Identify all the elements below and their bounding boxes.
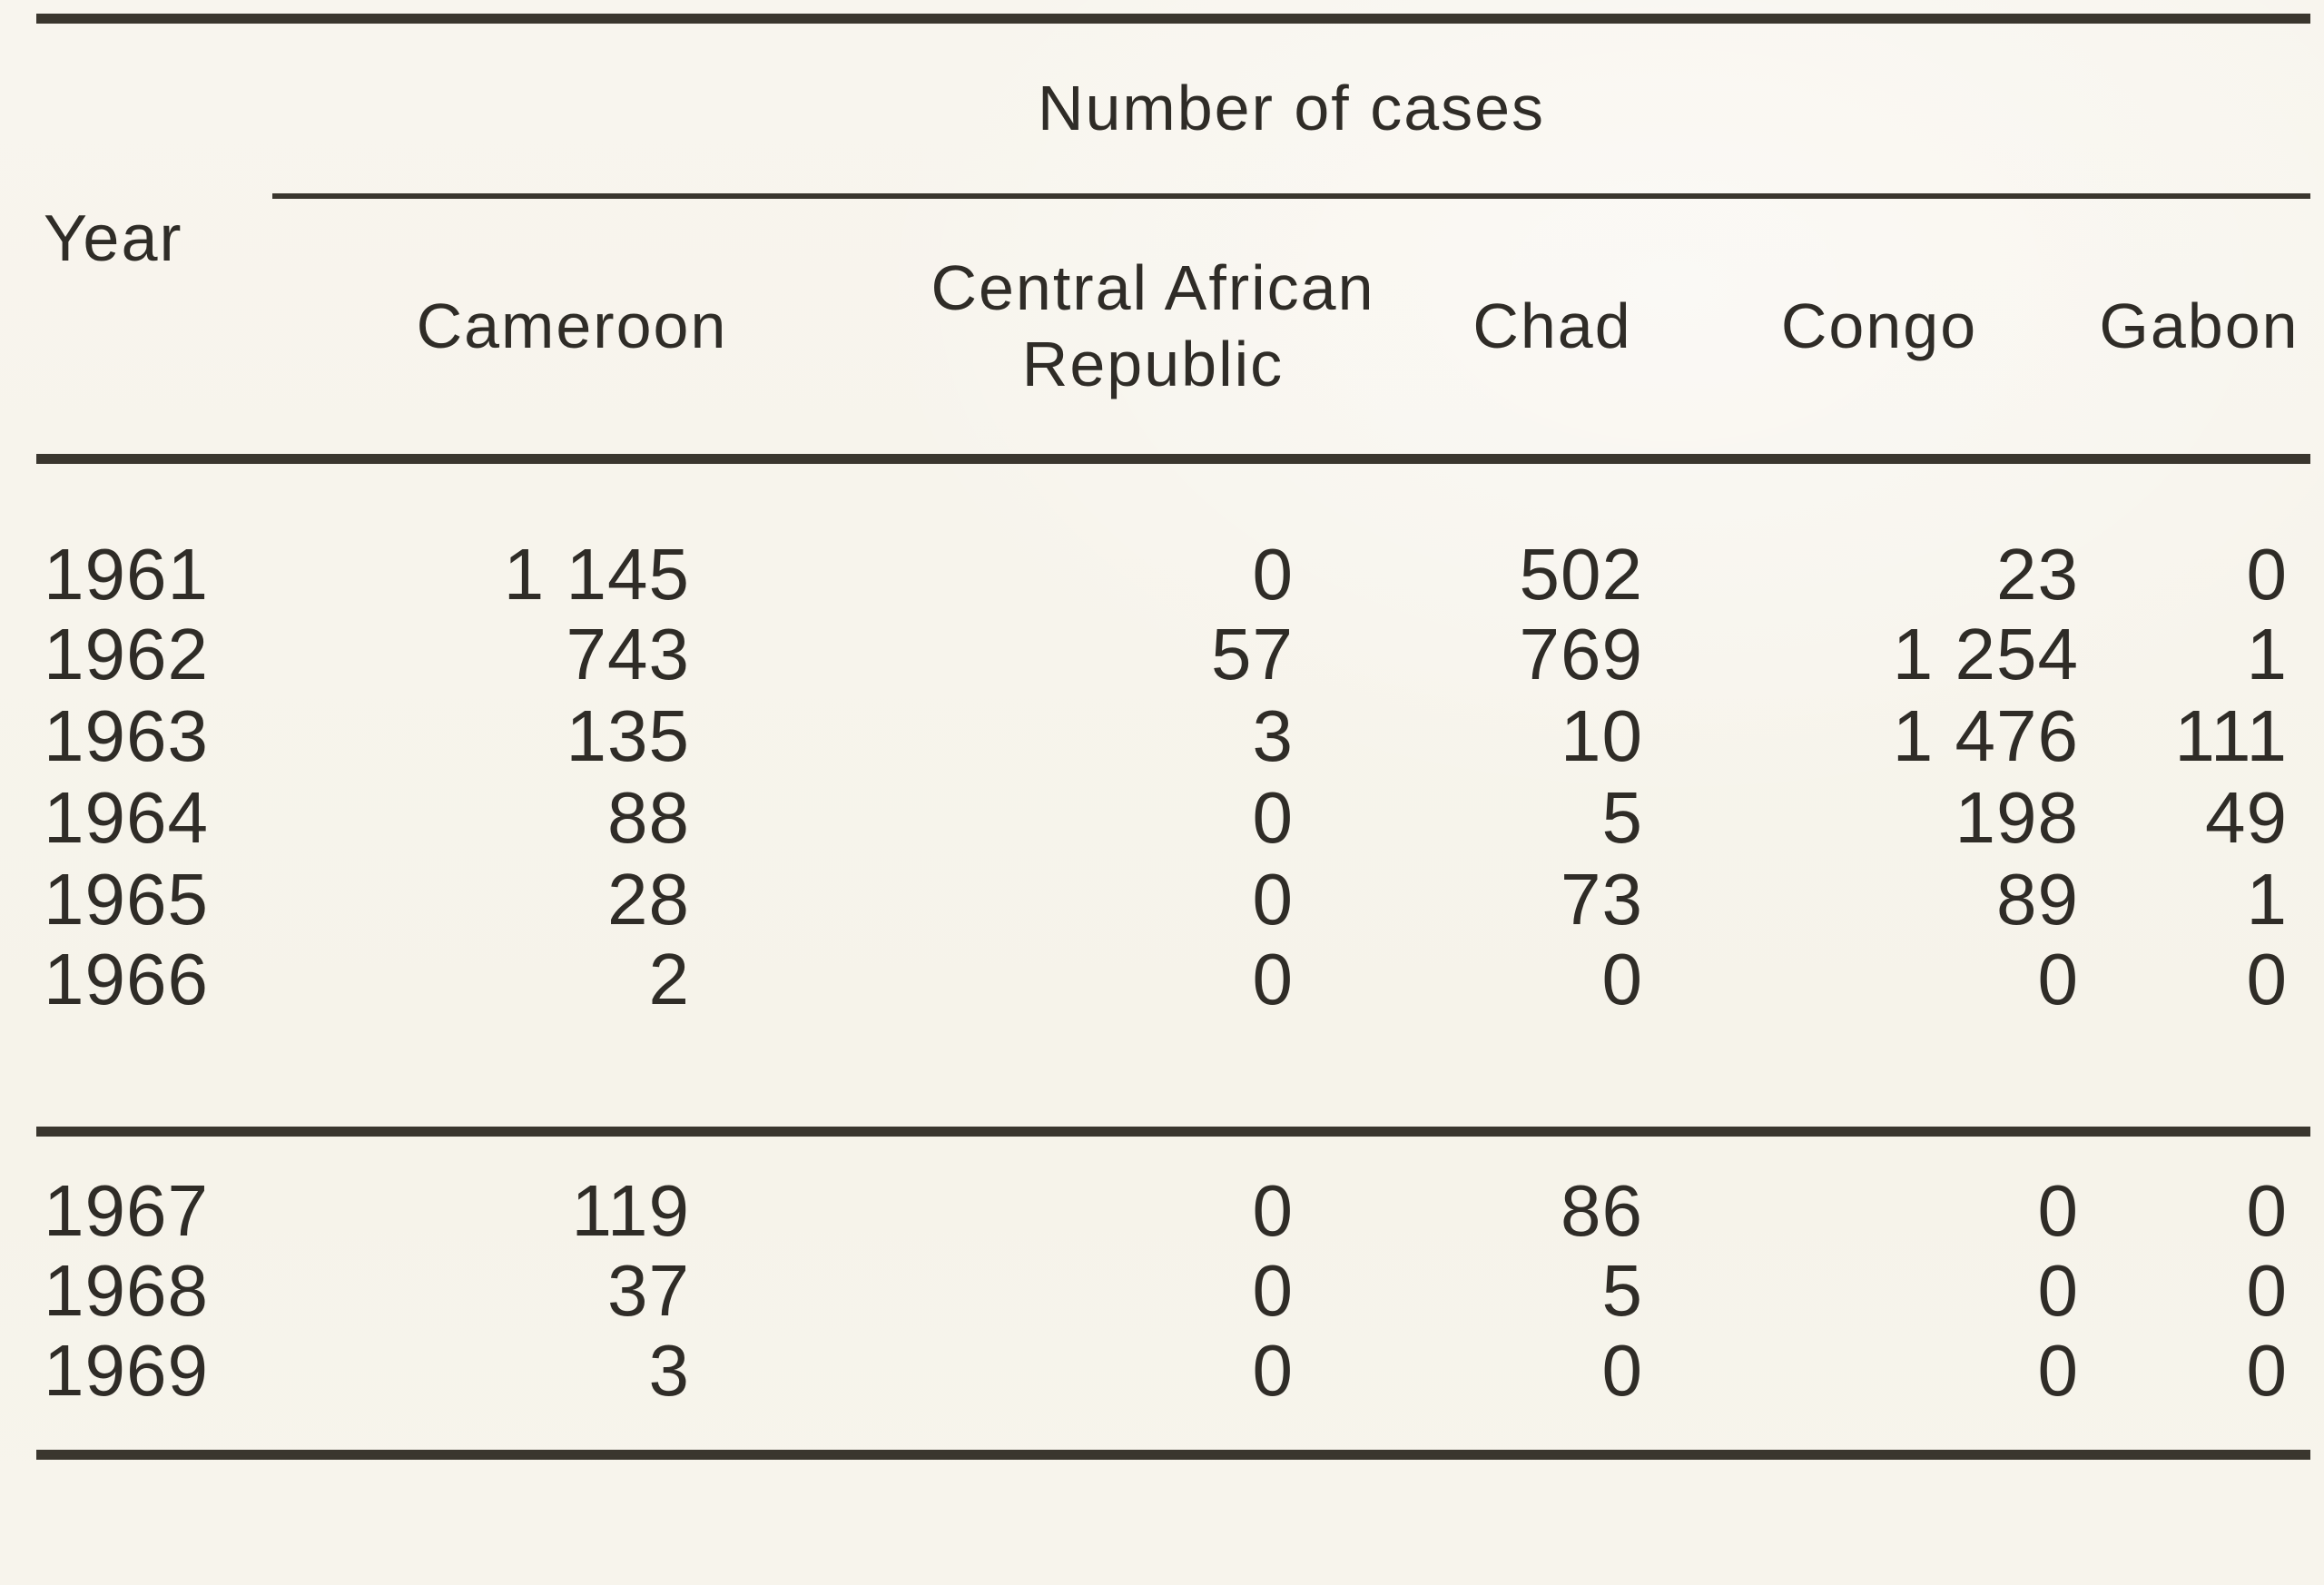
value-cell-cameroon: 3 <box>648 1330 690 1411</box>
value-cell-gabon: 111 <box>2174 695 2289 776</box>
value-cell-congo: 0 <box>2037 1330 2079 1411</box>
year-cell: 1966 <box>44 939 209 1019</box>
value-cell-central-african-republic: 0 <box>1252 777 1294 858</box>
table-body-1967-1969: 1967 119 0 86 0 0 1968 37 0 5 0 0 1969 3… <box>36 1131 2311 1455</box>
value-cell-central-african-republic: 0 <box>1252 939 1294 1019</box>
value-cell-cameroon: 119 <box>571 1170 690 1251</box>
col-header-congo: Congo <box>1780 290 1978 362</box>
table-header: Year Number of cases Cameroon Central Af… <box>36 18 2311 459</box>
value-cell-gabon: 0 <box>2246 939 2289 1019</box>
value-cell-gabon: 49 <box>2205 777 2289 858</box>
value-cell-chad: 0 <box>1601 1330 1643 1411</box>
table-row: 1964 88 0 5 198 49 <box>36 777 2310 859</box>
header-row-title: Year Number of cases <box>36 18 2311 275</box>
value-cell-chad: 10 <box>1561 695 1643 776</box>
value-cell-central-african-republic: 0 <box>1252 534 1294 615</box>
value-cell-gabon: 1 <box>2246 859 2289 940</box>
value-cell-congo: 89 <box>1996 859 2079 940</box>
value-cell-chad: 73 <box>1561 859 1643 940</box>
year-cell: 1967 <box>44 1170 209 1251</box>
year-cell: 1963 <box>44 695 209 776</box>
table-row: 1963 135 3 10 1 476 111 <box>36 695 2310 777</box>
table-row: 1967 119 0 86 0 0 <box>36 1132 2310 1251</box>
value-cell-cameroon: 1 145 <box>503 534 690 615</box>
value-cell-chad: 769 <box>1519 614 1643 694</box>
col-header-gabon: Gabon <box>2099 290 2299 362</box>
value-cell-central-african-republic: 0 <box>1252 1330 1294 1411</box>
col-header-central-african-republic: Central African Republic <box>931 252 1375 400</box>
value-cell-cameroon: 37 <box>607 1250 690 1331</box>
cases-table: Year Number of cases Cameroon Central Af… <box>36 14 2311 1460</box>
value-cell-central-african-republic: 0 <box>1252 1170 1294 1251</box>
value-cell-cameroon: 28 <box>607 859 690 940</box>
value-cell-chad: 86 <box>1561 1170 1643 1251</box>
value-cell-central-african-republic: 3 <box>1252 695 1294 776</box>
value-cell-congo: 0 <box>2037 939 2079 1019</box>
year-cell: 1962 <box>44 614 209 694</box>
table-row: 1966 2 0 0 0 0 <box>36 940 2310 1132</box>
value-cell-gabon: 0 <box>2246 534 2289 615</box>
table-body-1961-1966: 1961 1 145 0 502 23 0 1962 743 57 769 1 … <box>36 459 2310 1132</box>
value-cell-gabon: 0 <box>2246 1250 2289 1331</box>
col-header-chad: Chad <box>1472 290 1632 362</box>
year-cell: 1961 <box>44 534 209 615</box>
number-of-cases-header: Number of cases <box>272 18 2311 199</box>
value-cell-cameroon: 135 <box>566 695 690 776</box>
value-cell-congo: 198 <box>1955 777 2079 858</box>
col-header-cameroon: Cameroon <box>416 290 728 362</box>
value-cell-chad: 0 <box>1601 939 1643 1019</box>
year-cell: 1964 <box>44 777 209 858</box>
table-row: 1965 28 0 73 89 1 <box>36 859 2310 940</box>
value-cell-gabon: 1 <box>2246 614 2289 694</box>
value-cell-congo: 1 254 <box>1892 614 2079 694</box>
table-row: 1969 3 0 0 0 0 <box>36 1332 2310 1455</box>
year-cell: 1965 <box>44 859 209 940</box>
value-cell-central-african-republic: 57 <box>1211 614 1294 694</box>
value-cell-gabon: 0 <box>2246 1170 2289 1251</box>
value-cell-cameroon: 743 <box>566 614 690 694</box>
table-row: 1962 743 57 769 1 254 1 <box>36 614 2310 695</box>
value-cell-chad: 5 <box>1601 777 1643 858</box>
value-cell-cameroon: 88 <box>607 777 690 858</box>
table-row: 1968 37 0 5 0 0 <box>36 1250 2310 1332</box>
value-cell-congo: 1 476 <box>1892 695 2079 776</box>
value-cell-chad: 502 <box>1519 534 1643 615</box>
value-cell-cameroon: 2 <box>648 939 690 1019</box>
value-cell-congo: 0 <box>2037 1250 2079 1331</box>
year-cell: 1969 <box>44 1330 209 1411</box>
value-cell-congo: 0 <box>2037 1170 2079 1251</box>
value-cell-central-african-republic: 0 <box>1252 1250 1294 1331</box>
value-cell-congo: 23 <box>1996 534 2079 615</box>
year-cell: 1968 <box>44 1250 209 1331</box>
value-cell-chad: 5 <box>1601 1250 1643 1331</box>
year-column-header: Year <box>44 202 183 275</box>
value-cell-central-african-republic: 0 <box>1252 859 1294 940</box>
value-cell-gabon: 0 <box>2246 1330 2289 1411</box>
table-row: 1961 1 145 0 502 23 0 <box>36 459 2310 615</box>
header-row-countries: Cameroon Central African Republic Chad C… <box>36 196 2310 459</box>
